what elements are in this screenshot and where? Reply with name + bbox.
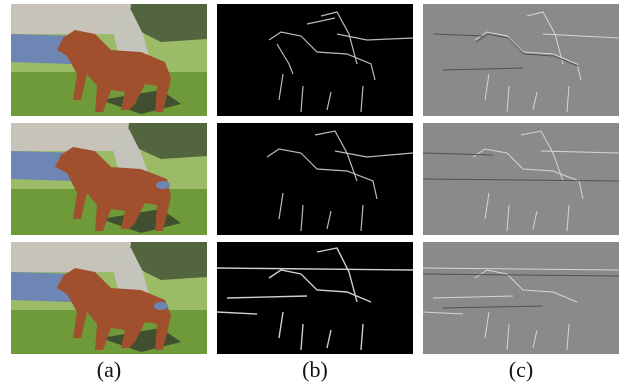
edge-map-dark bbox=[217, 4, 413, 116]
column-label-a: (a) bbox=[96, 357, 122, 382]
segmentation-image bbox=[11, 123, 207, 235]
column-label-c: (c) bbox=[508, 357, 534, 382]
row2-col-a-segmentation bbox=[11, 123, 207, 235]
column-label-b: (b) bbox=[302, 357, 328, 382]
edge-map-dark bbox=[217, 123, 413, 235]
edge-map-gray bbox=[423, 123, 619, 235]
segmentation-image bbox=[11, 242, 207, 354]
edge-map-gray bbox=[423, 242, 619, 354]
row3-col-a-segmentation bbox=[11, 242, 207, 354]
row1-col-b-edge-map bbox=[217, 4, 413, 116]
row1-col-c-edge-map bbox=[423, 4, 619, 116]
row1-col-a-segmentation bbox=[11, 4, 207, 116]
row2-col-c-edge-map bbox=[423, 123, 619, 235]
edge-map-dark bbox=[217, 242, 413, 354]
row3-col-c-edge-map bbox=[423, 242, 619, 354]
segmentation-image bbox=[11, 4, 207, 116]
row3-col-b-edge-map bbox=[217, 242, 413, 354]
row2-col-b-edge-map bbox=[217, 123, 413, 235]
edge-map-gray bbox=[423, 4, 619, 116]
